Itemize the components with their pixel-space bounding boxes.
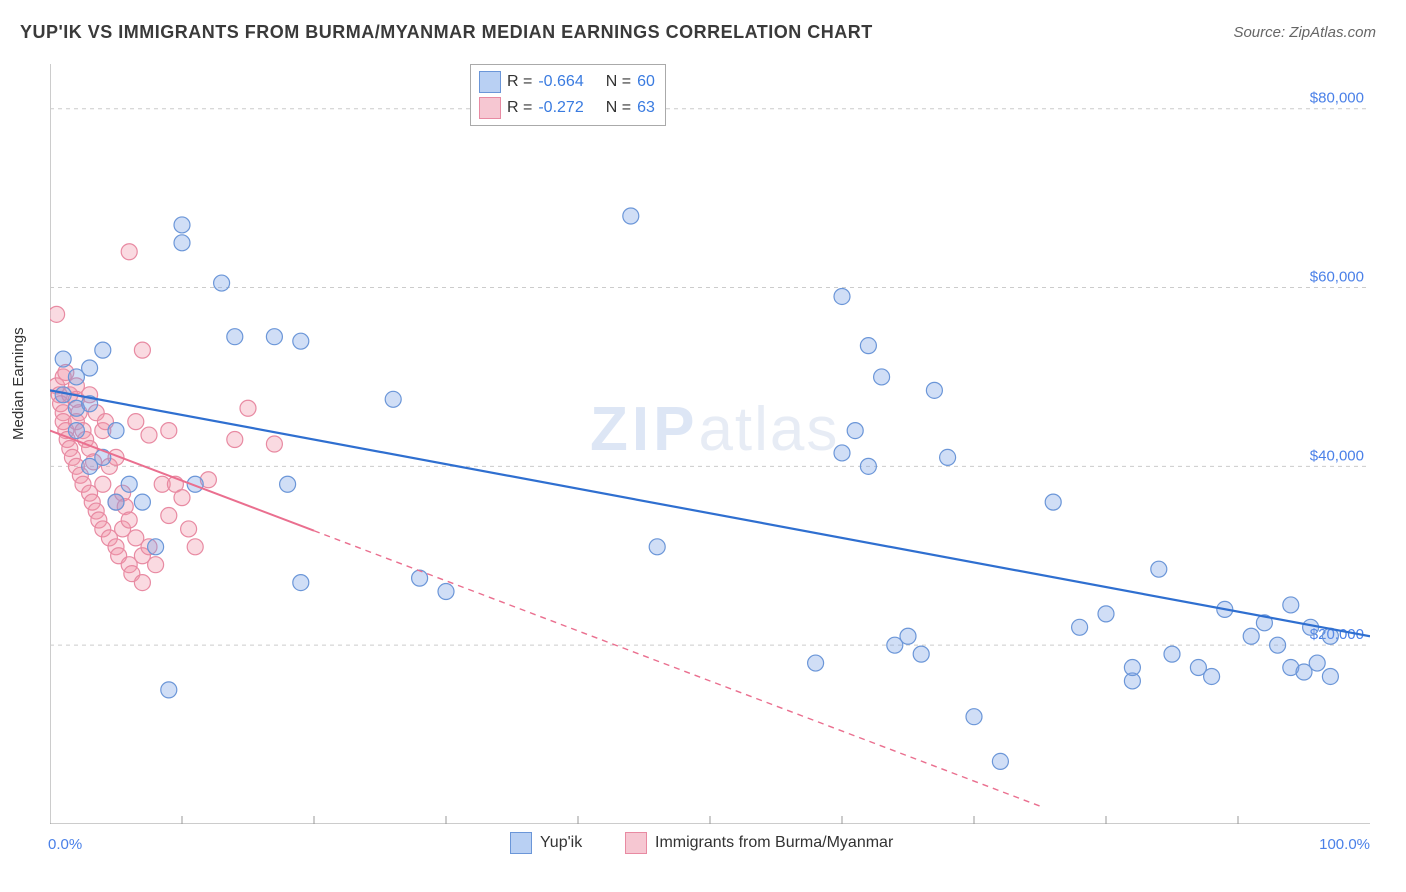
data-point xyxy=(174,490,190,506)
data-point xyxy=(227,432,243,448)
data-point xyxy=(992,753,1008,769)
data-point xyxy=(412,570,428,586)
svg-text:$60,000: $60,000 xyxy=(1310,269,1364,286)
n-value-yupik: 60 xyxy=(637,69,655,95)
data-point xyxy=(649,539,665,555)
stats-box: R = -0.664 N = 60 R = -0.272 N = 63 xyxy=(470,64,666,126)
data-point xyxy=(966,709,982,725)
data-point xyxy=(161,423,177,439)
source-attribution: Source: ZipAtlas.com xyxy=(1233,24,1376,41)
n-value-burma: 63 xyxy=(637,95,655,121)
swatch-yupik-legend xyxy=(510,832,532,854)
stats-row-burma: R = -0.272 N = 63 xyxy=(479,95,655,121)
data-point xyxy=(108,423,124,439)
data-point xyxy=(108,494,124,510)
data-point xyxy=(1204,668,1220,684)
data-point xyxy=(174,217,190,233)
data-point xyxy=(1045,494,1061,510)
data-point xyxy=(874,369,890,385)
data-point xyxy=(900,628,916,644)
data-point xyxy=(240,400,256,416)
data-point xyxy=(128,414,144,430)
data-point xyxy=(1072,619,1088,635)
data-point xyxy=(280,476,296,492)
data-point xyxy=(913,646,929,662)
data-point xyxy=(834,288,850,304)
data-point xyxy=(1151,561,1167,577)
data-point xyxy=(95,342,111,358)
data-point xyxy=(161,508,177,524)
data-point xyxy=(1270,637,1286,653)
r-value-burma: -0.272 xyxy=(538,95,583,121)
data-point xyxy=(95,476,111,492)
data-point xyxy=(293,575,309,591)
data-point xyxy=(1164,646,1180,662)
chart-area: $20,000$40,000$60,000$80,000 ZIPatlas R … xyxy=(50,64,1370,824)
data-point xyxy=(834,445,850,461)
data-point xyxy=(227,329,243,345)
data-point xyxy=(50,306,65,322)
data-point xyxy=(1098,606,1114,622)
legend-burma: Immigrants from Burma/Myanmar xyxy=(625,832,893,854)
data-point xyxy=(55,351,71,367)
data-point xyxy=(860,458,876,474)
data-point xyxy=(134,494,150,510)
data-point xyxy=(808,655,824,671)
data-point xyxy=(82,360,98,376)
data-point xyxy=(1322,668,1338,684)
trend-line xyxy=(50,390,1370,636)
data-point xyxy=(623,208,639,224)
data-point xyxy=(1243,628,1259,644)
data-point xyxy=(214,275,230,291)
data-point xyxy=(926,382,942,398)
data-point xyxy=(438,584,454,600)
data-point xyxy=(134,342,150,358)
svg-text:$80,000: $80,000 xyxy=(1310,90,1364,107)
data-point xyxy=(1309,655,1325,671)
data-point xyxy=(187,539,203,555)
legend-label-yupik: Yup'ik xyxy=(540,834,582,852)
data-point xyxy=(68,423,84,439)
data-point xyxy=(266,436,282,452)
data-point xyxy=(148,557,164,573)
data-point xyxy=(860,338,876,354)
swatch-yupik xyxy=(479,71,501,93)
data-point xyxy=(148,539,164,555)
x-tick-0: 0.0% xyxy=(48,836,82,853)
data-point xyxy=(385,391,401,407)
data-point xyxy=(266,329,282,345)
swatch-burma xyxy=(479,97,501,119)
data-point xyxy=(141,427,157,443)
x-tick-100: 100.0% xyxy=(1319,836,1370,853)
chart-title: YUP'IK VS IMMIGRANTS FROM BURMA/MYANMAR … xyxy=(20,22,873,43)
data-point xyxy=(940,449,956,465)
data-point xyxy=(121,244,137,260)
swatch-burma-legend xyxy=(625,832,647,854)
data-point xyxy=(293,333,309,349)
data-point xyxy=(1124,660,1140,676)
legend-label-burma: Immigrants from Burma/Myanmar xyxy=(655,834,893,852)
data-point xyxy=(174,235,190,251)
legend-yupik: Yup'ik xyxy=(510,832,582,854)
data-point xyxy=(134,575,150,591)
y-axis-label: Median Earnings xyxy=(10,327,27,440)
data-point xyxy=(121,476,137,492)
data-point xyxy=(181,521,197,537)
scatter-chart-svg: $20,000$40,000$60,000$80,000 xyxy=(50,64,1370,824)
data-point xyxy=(121,512,137,528)
data-point xyxy=(161,682,177,698)
svg-text:$40,000: $40,000 xyxy=(1310,447,1364,464)
data-point xyxy=(847,423,863,439)
data-point xyxy=(1283,597,1299,613)
stats-row-yupik: R = -0.664 N = 60 xyxy=(479,69,655,95)
r-value-yupik: -0.664 xyxy=(538,69,583,95)
